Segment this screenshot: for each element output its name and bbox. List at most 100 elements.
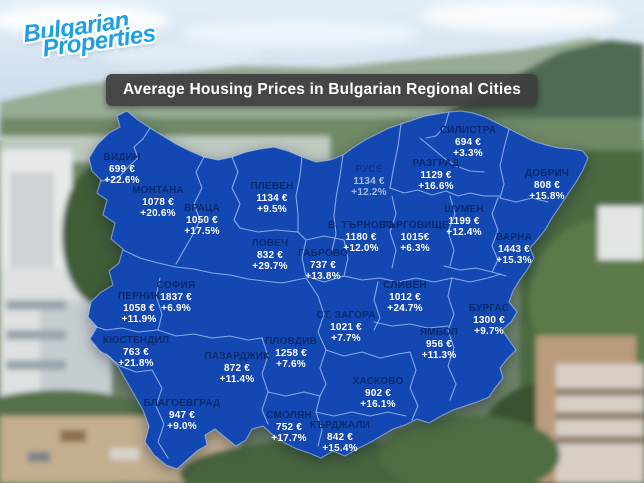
city-price: 902 € [364,387,392,399]
city-label: СЛИВЕН 1012 € +24.7% [383,280,427,315]
city-name: ТЪРГОВИЩЕ [381,220,449,231]
building [6,300,66,310]
city-price: 1129 € [420,169,452,181]
city-label: ПЕРНИК 1058 € +11.9% [118,291,160,326]
city-change: +15.8% [529,191,565,202]
city-change: +24.7% [387,303,423,314]
building-right [598,206,644,260]
city-change: +12.2% [351,187,387,198]
city-label: СОФИЯ 1837 € +6.9% [157,280,196,315]
city-name: ШУМЕН [444,204,484,215]
city-name: ВАРНА [495,232,533,243]
city-change: +16.6% [418,181,454,192]
city-price: 1078 € [142,196,174,208]
city-name: В. ТЪРНОВО [327,220,395,231]
city-change: +9.5% [257,204,287,215]
building-right [556,388,644,396]
city-price: 1300 € [473,314,505,326]
city-label: БУРГАС 1300 € +9.7% [469,303,509,338]
city-name: ЯМБОЛ [419,327,459,338]
city-price: 872 € [223,362,251,374]
city-change: +11.3% [421,350,457,361]
building [10,172,54,268]
city-change: +16.1% [360,399,396,410]
city-change: +15.4% [322,443,358,454]
city-name: ПАЗАРДЖИК [204,351,270,362]
city-price: 1134 € [256,192,288,204]
city-price: 1180 € [345,231,377,243]
city-name: РАЗГРАД [412,158,460,169]
building-right [556,436,644,444]
city-price: 842 € [326,431,354,443]
city-change: +12.4% [446,227,482,238]
city-name: БЛАГОЕВГРАД [143,398,221,409]
machinery [28,452,50,462]
city-price: 699 € [108,163,136,175]
city-change: +20.6% [140,208,176,219]
city-price: 752 € [275,421,303,433]
city-name: ВИДИН [103,152,141,163]
city-name: ПЕРНИК [117,291,161,302]
building [6,360,66,370]
city-price: 694 € [454,136,482,148]
city-label: ХАСКОВО 902 € +16.1% [353,376,404,411]
city-change: +6.3% [400,243,430,254]
city-label: ТЪРГОВИЩЕ 1015€ +6.3% [381,220,449,255]
building-right [556,364,644,483]
city-price: 1058 € [123,302,155,314]
city-price: 1012 € [389,291,421,303]
city-label: КЪРДЖАЛИ 842 € +15.4% [310,420,370,455]
city-price: 1021 € [330,321,362,333]
city-change: +21.8% [118,358,154,369]
city-change: +9.7% [474,326,504,337]
city-name: КЪРДЖАЛИ [309,420,371,431]
city-name: ПЛОВДИВ [264,336,318,347]
city-name: СИЛИСТРА [439,125,497,136]
city-price: 763 € [122,346,150,358]
city-label: СТ. ЗАГОРА 1021 € +7.7% [316,310,375,345]
city-name: ВРАЦА [184,203,220,214]
city-change: +11.9% [121,314,157,325]
city-label: В. ТЪРНОВО 1180 € +12.0% [328,220,394,255]
city-name: СЛИВЕН [383,280,427,291]
city-change: +12.0% [343,243,379,254]
machinery [110,448,140,460]
city-price: 1199 € [448,215,480,227]
city-change: +29.7% [252,261,288,272]
city-name: ПЛЕВЕН [250,181,294,192]
bulgaria-shape [87,110,589,470]
city-price: 1258 € [275,347,307,359]
building-right [556,412,644,420]
city-label: ВАРНА 1443 € +15.3% [496,232,532,267]
city-name: СТ. ЗАГОРА [316,310,376,321]
city-label: КЮСТЕНДИЛ 763 € +21.8% [103,335,169,370]
city-price: 832 € [256,249,284,261]
city-name: МОНТАНА [132,185,184,196]
city-name: СМОЛЯН [266,410,312,421]
city-name: КЮСТЕНДИЛ [102,335,170,346]
city-label: ВИДИН 699 € +22.6% [104,152,141,187]
city-change: +7.6% [276,359,306,370]
city-change: +22.6% [104,175,140,186]
city-change: +13.8% [305,271,341,282]
city-label: ПАЗАРДЖИК 872 € +11.4% [204,351,269,386]
trees-mid-right [380,415,560,483]
city-label: ПЛОВДИВ 1258 € +7.6% [265,336,317,371]
city-label: СИЛИСТРА 694 € +3.3% [440,125,496,160]
city-label: ШУМЕН 1199 € +12.4% [444,204,484,239]
city-change: +11.4% [219,374,255,385]
city-change: +6.9% [161,303,191,314]
city-name: БУРГАС [468,303,510,314]
city-change: +17.5% [184,226,220,237]
city-change: +3.3% [453,148,483,159]
city-label: ПЛЕВЕН 1134 € +9.5% [250,181,293,216]
region-borders [89,111,549,459]
city-price: 1015€ [400,231,430,243]
city-price: 737 € [309,259,337,271]
city-label: ДОБРИЧ 808 € +15.8% [525,168,569,203]
city-label: РУСЕ 1134 € +12.2% [351,164,386,199]
city-change: +15.3% [496,255,532,266]
building [6,330,66,340]
